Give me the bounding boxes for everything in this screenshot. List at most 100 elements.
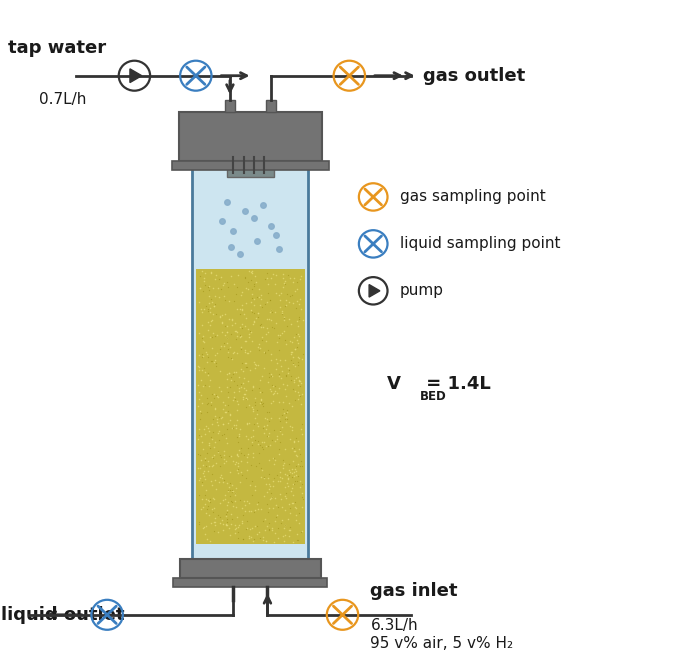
Point [223, 347, 234, 358]
Point [256, 472, 266, 482]
Point [196, 390, 207, 400]
Point [290, 394, 301, 405]
Point [192, 449, 203, 460]
Point [197, 307, 208, 318]
Point [260, 299, 271, 310]
Text: 0.7L/h: 0.7L/h [39, 92, 86, 107]
Point [199, 268, 210, 279]
Point [270, 279, 281, 289]
Point [197, 522, 208, 533]
Point [266, 492, 277, 502]
Text: BED: BED [420, 390, 447, 403]
Point [206, 343, 217, 354]
Point [247, 335, 258, 346]
Point [277, 514, 288, 525]
Point [252, 503, 263, 514]
Point [249, 318, 260, 328]
Point [291, 276, 302, 287]
Point [282, 363, 293, 374]
Point [282, 474, 293, 484]
Point [197, 480, 208, 490]
Point [229, 420, 240, 430]
Point [199, 471, 210, 482]
Point [232, 468, 243, 478]
Point [223, 406, 234, 417]
Point [202, 448, 213, 459]
Point [290, 449, 301, 460]
Point [207, 461, 218, 471]
Point [283, 368, 294, 379]
Point [202, 494, 213, 504]
Point [290, 466, 301, 477]
Point [295, 304, 306, 315]
Point [282, 379, 292, 390]
Point [260, 424, 271, 434]
Point [287, 337, 298, 347]
Point [242, 452, 253, 462]
Point [273, 523, 284, 534]
Point [236, 364, 247, 375]
Point [256, 463, 266, 474]
Point [208, 309, 219, 319]
Point [288, 437, 299, 447]
Point [279, 529, 290, 540]
Point [222, 282, 233, 293]
Point [258, 531, 269, 542]
Point [260, 535, 271, 546]
Point [249, 397, 260, 407]
Point [269, 436, 280, 446]
Point [293, 518, 304, 528]
Point [256, 437, 267, 447]
Point [280, 469, 291, 480]
Point [247, 404, 258, 415]
Point [209, 520, 220, 530]
Point [264, 524, 275, 535]
Point [297, 525, 308, 536]
Point [194, 394, 205, 404]
Point [211, 309, 222, 319]
Point [249, 356, 260, 367]
Point [210, 299, 221, 310]
Point [219, 493, 230, 504]
Point [242, 495, 253, 506]
Point [253, 292, 264, 302]
Point [201, 508, 212, 519]
Point [252, 529, 263, 540]
Point [240, 283, 251, 294]
Point [266, 305, 277, 316]
Point [238, 394, 249, 405]
Point [195, 283, 206, 293]
Point [241, 465, 252, 476]
Point [267, 307, 278, 318]
Point [204, 496, 215, 506]
Point [239, 449, 250, 460]
Point [199, 424, 210, 434]
Point [274, 444, 285, 455]
Point [277, 455, 288, 465]
Point [292, 476, 303, 486]
Point [236, 304, 247, 315]
Point [221, 369, 232, 380]
Point [217, 519, 228, 529]
Point [221, 433, 232, 443]
FancyBboxPatch shape [192, 161, 308, 559]
Point [192, 380, 203, 390]
Point [219, 458, 229, 468]
Point [232, 522, 243, 532]
Point [255, 375, 266, 385]
Point [279, 300, 290, 311]
Point [221, 321, 232, 331]
Point [286, 348, 297, 359]
Point [200, 346, 211, 357]
Point [217, 398, 228, 408]
Point [228, 348, 239, 359]
Point [259, 437, 270, 447]
Text: pump: pump [400, 283, 444, 298]
Point [229, 346, 240, 357]
Point [273, 290, 284, 300]
Point [240, 393, 251, 403]
Point [199, 279, 210, 290]
Point [233, 527, 244, 537]
Point [236, 304, 247, 315]
Point [269, 516, 280, 526]
